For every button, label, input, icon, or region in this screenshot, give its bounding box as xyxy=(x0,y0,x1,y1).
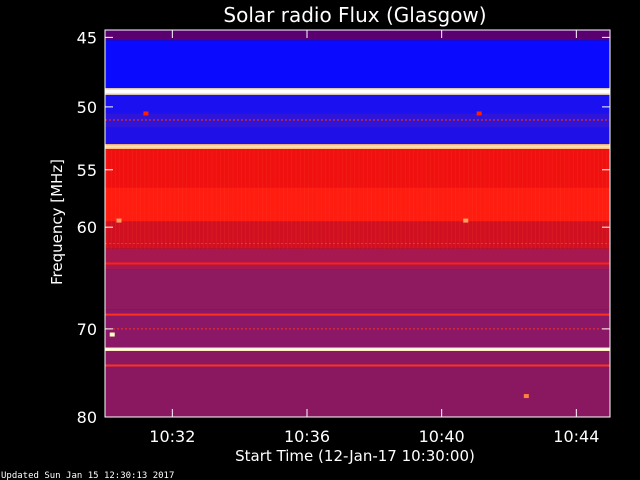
y-axis-label: Frequency [MHz] xyxy=(48,159,66,285)
y-tick-label: 50 xyxy=(77,98,97,117)
y-axis: 45 50 55 60 70 80 xyxy=(77,28,610,427)
frequency-band xyxy=(105,94,610,114)
chart-title: Solar radio Flux (Glasgow) xyxy=(223,3,486,27)
burst-spot xyxy=(476,111,482,116)
update-timestamp: Updated Sun Jan 15 12:30:13 2017 xyxy=(1,471,174,480)
x-tick-label: 10:44 xyxy=(553,427,599,446)
frequency-band xyxy=(105,351,610,417)
burst-spot xyxy=(463,218,469,223)
frequency-band xyxy=(105,40,610,89)
frequency-band xyxy=(105,221,610,249)
frequency-band xyxy=(105,113,610,128)
y-tick-label: 55 xyxy=(77,161,97,180)
y-tick-label: 70 xyxy=(77,320,97,339)
frequency-band xyxy=(105,269,610,310)
frequency-band xyxy=(105,149,610,188)
x-axis-label: Start Time (12-Jan-17 10:30:00) xyxy=(235,447,475,465)
y-tick-label: 80 xyxy=(77,408,97,427)
burst-spot xyxy=(143,111,149,116)
frequency-band xyxy=(105,30,610,41)
burst-spot xyxy=(523,394,529,399)
x-axis: 10:32 10:36 10:40 10:44 xyxy=(149,30,599,446)
x-tick-label: 10:40 xyxy=(419,427,465,446)
plot-area xyxy=(105,30,610,417)
burst-spot xyxy=(116,218,122,223)
frequency-band xyxy=(105,187,610,222)
y-tick-label: 45 xyxy=(77,28,97,47)
plot-frame xyxy=(104,29,611,418)
frequency-band xyxy=(105,127,610,145)
frequency-band xyxy=(105,248,610,270)
x-tick-label: 10:36 xyxy=(284,427,330,446)
x-tick-label: 10:32 xyxy=(149,427,195,446)
y-tick-label: 60 xyxy=(77,218,97,237)
burst-spot xyxy=(109,332,115,337)
